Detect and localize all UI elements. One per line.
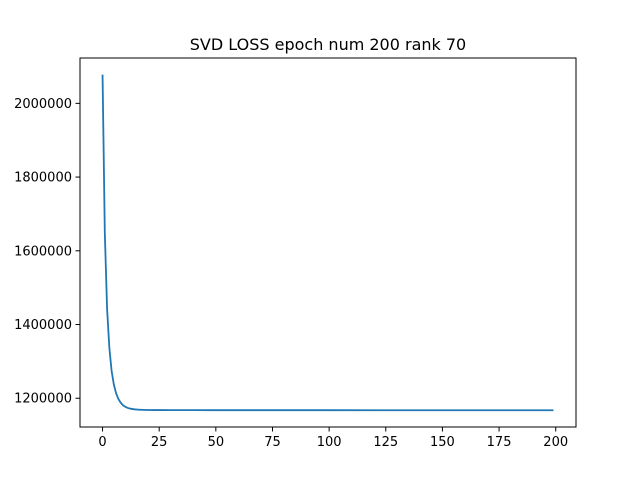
y-tick-label: 2000000 xyxy=(14,97,72,112)
y-tick-label: 1800000 xyxy=(14,171,72,186)
x-tick-label: 200 xyxy=(543,435,568,450)
x-tick-label: 175 xyxy=(487,435,512,450)
x-tick-label: 125 xyxy=(373,435,398,450)
x-axis: 0 25 50 75 100 125 150 175 200 xyxy=(98,427,568,450)
y-tick-label: 1200000 xyxy=(14,392,72,407)
x-tick-label: 150 xyxy=(430,435,455,450)
y-tick-label: 1600000 xyxy=(14,244,72,259)
chart-title: SVD LOSS epoch num 200 rank 70 xyxy=(190,35,466,54)
x-tick-label: 50 xyxy=(208,435,225,450)
y-tick-label: 1400000 xyxy=(14,318,72,333)
x-tick-label: 100 xyxy=(317,435,342,450)
x-tick-label: 75 xyxy=(264,435,281,450)
x-tick-label: 0 xyxy=(98,435,106,450)
axes-frame xyxy=(79,57,577,428)
series-line-0 xyxy=(101,74,554,412)
x-tick-label: 25 xyxy=(151,435,168,450)
series-group xyxy=(101,74,554,412)
y-axis: 1200000 1400000 1600000 1800000 2000000 xyxy=(14,97,80,407)
